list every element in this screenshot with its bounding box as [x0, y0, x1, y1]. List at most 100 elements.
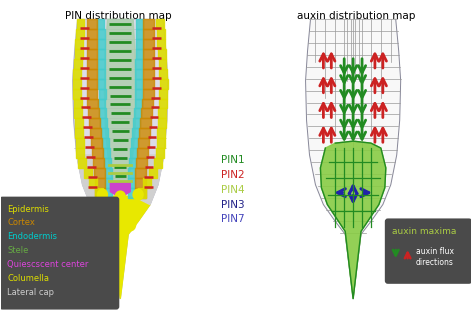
- Polygon shape: [143, 59, 154, 69]
- Polygon shape: [131, 138, 138, 148]
- Polygon shape: [157, 39, 165, 49]
- Text: Endodermis: Endodermis: [7, 232, 57, 241]
- Polygon shape: [139, 128, 150, 138]
- Polygon shape: [136, 99, 142, 108]
- Polygon shape: [132, 128, 139, 138]
- Polygon shape: [98, 29, 105, 39]
- Polygon shape: [74, 108, 82, 118]
- Polygon shape: [93, 158, 104, 168]
- Polygon shape: [87, 19, 98, 29]
- Polygon shape: [143, 49, 154, 59]
- Text: Lateral cap: Lateral cap: [7, 288, 55, 297]
- Polygon shape: [76, 148, 84, 158]
- Polygon shape: [159, 69, 167, 79]
- Polygon shape: [91, 128, 101, 138]
- Text: auxin flux
directions: auxin flux directions: [416, 247, 454, 267]
- Ellipse shape: [98, 190, 107, 200]
- Ellipse shape: [116, 192, 125, 202]
- Ellipse shape: [105, 219, 115, 230]
- Polygon shape: [77, 155, 100, 204]
- Polygon shape: [157, 128, 165, 138]
- Polygon shape: [102, 138, 109, 148]
- Polygon shape: [73, 89, 81, 99]
- Polygon shape: [105, 188, 112, 198]
- Polygon shape: [98, 69, 105, 79]
- Text: Cortex: Cortex: [7, 219, 35, 227]
- Polygon shape: [87, 69, 98, 79]
- Polygon shape: [94, 178, 105, 188]
- FancyBboxPatch shape: [0, 197, 119, 310]
- Polygon shape: [138, 138, 149, 148]
- Polygon shape: [99, 108, 106, 118]
- Polygon shape: [156, 148, 164, 158]
- Polygon shape: [99, 79, 105, 89]
- Polygon shape: [73, 19, 168, 299]
- Polygon shape: [143, 178, 151, 188]
- Polygon shape: [98, 19, 104, 29]
- Polygon shape: [140, 118, 151, 128]
- Polygon shape: [320, 141, 386, 299]
- Polygon shape: [76, 138, 84, 148]
- Text: auxin maxima: auxin maxima: [392, 227, 456, 236]
- Polygon shape: [136, 49, 143, 59]
- Polygon shape: [135, 178, 146, 188]
- Polygon shape: [100, 118, 107, 128]
- Polygon shape: [91, 195, 150, 299]
- Polygon shape: [87, 59, 98, 69]
- Polygon shape: [130, 148, 137, 158]
- Polygon shape: [128, 178, 135, 188]
- Polygon shape: [104, 19, 136, 188]
- Polygon shape: [90, 118, 100, 128]
- Polygon shape: [76, 29, 84, 39]
- Polygon shape: [98, 39, 105, 49]
- Polygon shape: [156, 19, 164, 29]
- Polygon shape: [110, 182, 130, 195]
- Polygon shape: [136, 168, 146, 178]
- Polygon shape: [157, 29, 164, 39]
- Polygon shape: [94, 168, 105, 178]
- Ellipse shape: [130, 203, 141, 216]
- Polygon shape: [73, 79, 81, 89]
- Polygon shape: [98, 99, 105, 108]
- Polygon shape: [105, 168, 112, 178]
- Polygon shape: [143, 29, 154, 39]
- Polygon shape: [91, 138, 102, 148]
- Polygon shape: [135, 69, 142, 79]
- Text: Columella: Columella: [7, 274, 49, 283]
- Polygon shape: [87, 79, 98, 89]
- Polygon shape: [75, 39, 83, 49]
- Polygon shape: [136, 19, 143, 29]
- Polygon shape: [160, 79, 168, 89]
- Polygon shape: [158, 118, 166, 128]
- Polygon shape: [92, 148, 103, 158]
- Text: auxin distribution map: auxin distribution map: [297, 11, 415, 21]
- Polygon shape: [133, 118, 140, 128]
- Polygon shape: [98, 59, 105, 69]
- FancyBboxPatch shape: [385, 219, 472, 284]
- Polygon shape: [137, 158, 147, 168]
- Polygon shape: [135, 188, 146, 198]
- Polygon shape: [157, 138, 165, 148]
- Polygon shape: [105, 178, 112, 188]
- Polygon shape: [149, 168, 157, 178]
- Polygon shape: [88, 108, 99, 118]
- Polygon shape: [140, 155, 164, 204]
- Polygon shape: [87, 39, 98, 49]
- Polygon shape: [137, 148, 148, 158]
- Polygon shape: [128, 168, 136, 178]
- Polygon shape: [78, 158, 86, 168]
- Ellipse shape: [115, 203, 126, 216]
- Polygon shape: [136, 39, 143, 49]
- Text: Quiescscent center: Quiescscent center: [7, 260, 89, 269]
- Ellipse shape: [125, 219, 135, 230]
- Polygon shape: [87, 99, 98, 108]
- Polygon shape: [136, 29, 143, 39]
- Polygon shape: [143, 89, 154, 99]
- Polygon shape: [137, 188, 146, 198]
- Text: PIN1: PIN1: [221, 155, 245, 165]
- Ellipse shape: [100, 203, 111, 216]
- Polygon shape: [75, 128, 83, 138]
- Polygon shape: [73, 69, 82, 79]
- Text: PIN distribution map: PIN distribution map: [65, 11, 172, 21]
- Polygon shape: [158, 49, 166, 59]
